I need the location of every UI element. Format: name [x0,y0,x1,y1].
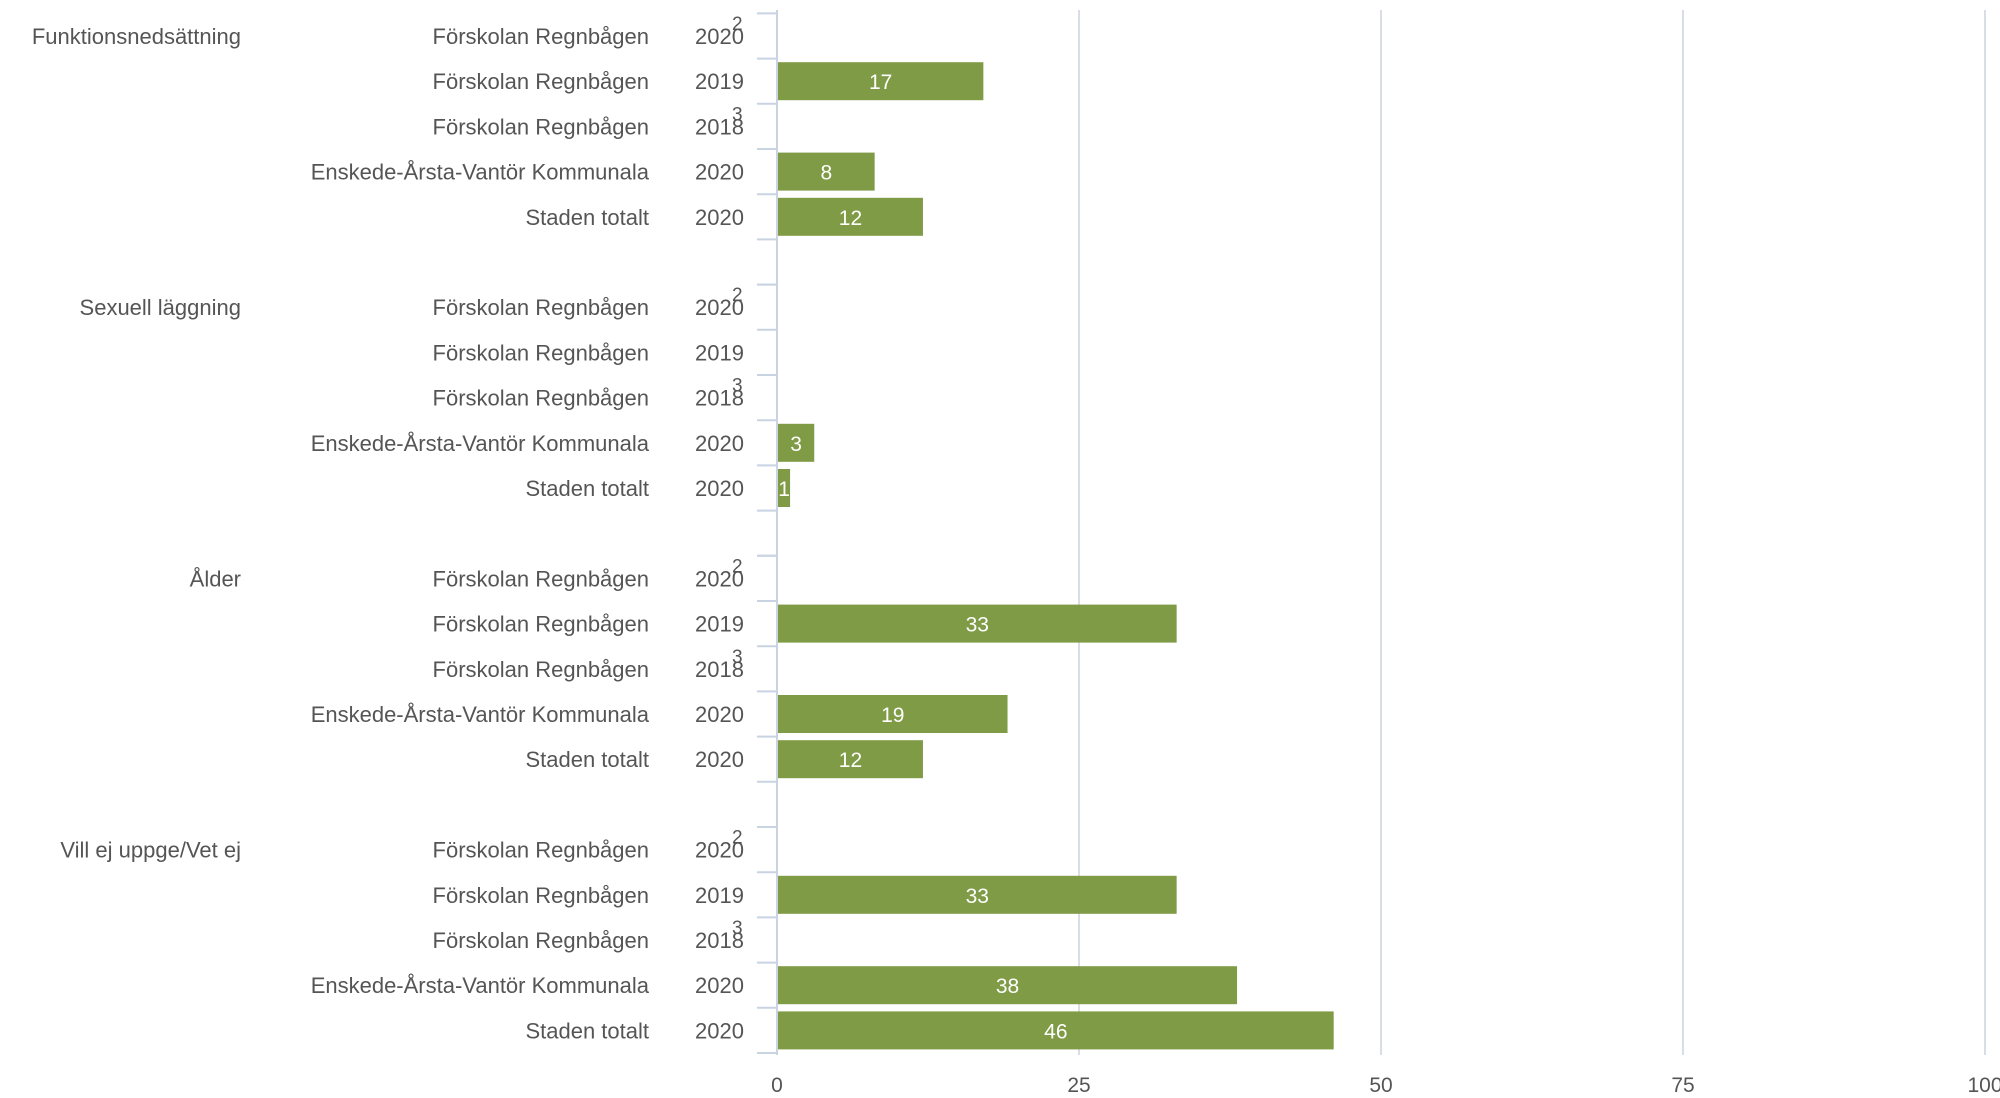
bar-value-label: 12 [839,207,862,230]
category-label: Förskolan Regnbågen [433,566,649,591]
bar [778,966,1238,1005]
year-label: 2020 [695,1018,744,1043]
footnote-marker: 2 [732,285,743,306]
year-label: 2019 [695,612,744,637]
footnote-marker: 2 [732,556,743,577]
bar [778,695,1008,733]
category-label: Förskolan Regnbågen [433,657,649,682]
year-label: 2020 [695,566,744,591]
category-label: Staden totalt [525,205,649,230]
year-label: 2020 [695,205,744,230]
x-tick-label: 100 [1967,1074,2000,1097]
bar [778,469,791,507]
category-label: Förskolan Regnbågen [433,612,649,637]
year-label: 2018 [695,928,744,953]
category-label: Förskolan Regnbågen [433,295,649,320]
x-tick-label: 50 [1369,1074,1392,1097]
year-label: 2020 [695,702,744,727]
bar [778,152,875,191]
year-label: 2018 [695,386,744,411]
category-label: Enskede-Årsta-Vantör Kommunala [311,160,650,185]
year-label: 2020 [695,747,744,772]
bar [778,875,1177,914]
bar-value-label: 33 [966,885,989,908]
category-label: Staden totalt [525,1018,649,1043]
bar [778,604,1177,643]
category-label: Förskolan Regnbågen [433,24,649,49]
bar-value-label: 1 [778,478,790,501]
x-tick-label: 25 [1067,1074,1090,1097]
footnote-marker: 3 [732,376,743,397]
year-label: 2020 [695,295,744,320]
year-label: 2020 [695,838,744,863]
year-label: 2019 [695,69,744,94]
footnote-marker: 3 [732,104,743,125]
year-label: 2018 [695,657,744,682]
category-label: Enskede-Årsta-Vantör Kommunala [311,973,650,998]
category-label: Förskolan Regnbågen [433,883,649,908]
year-label: 2020 [695,476,744,501]
bar-value-label: 19 [881,704,904,727]
year-label: 2018 [695,114,744,139]
bar-value-label: 46 [1044,1020,1067,1043]
footnote-marker: 2 [732,828,743,849]
x-tick-label: 0 [771,1074,783,1097]
category-label: Förskolan Regnbågen [433,114,649,139]
category-label: Förskolan Regnbågen [433,928,649,953]
year-label: 2020 [695,973,744,998]
category-label: Förskolan Regnbågen [433,386,649,411]
x-tick-label: 75 [1671,1074,1694,1097]
bar-value-label: 38 [996,975,1019,998]
group-label: Ålder [190,566,241,591]
bar [778,62,984,101]
footnote-marker: 2 [732,14,743,35]
category-label: Förskolan Regnbågen [433,838,649,863]
bar-value-label: 3 [790,433,802,456]
bar [778,423,815,462]
category-label: Enskede-Årsta-Vantör Kommunala [311,431,650,456]
category-label: Enskede-Årsta-Vantör Kommunala [311,702,650,727]
bar-value-label: 17 [869,71,892,94]
bar [778,1011,1334,1050]
footnote-marker: 3 [732,647,743,668]
category-label: Förskolan Regnbågen [433,69,649,94]
group-label: Sexuell läggning [80,295,241,320]
year-label: 2020 [695,24,744,49]
year-label: 2019 [695,883,744,908]
year-label: 2019 [695,340,744,365]
year-label: 2020 [695,431,744,456]
category-label: Staden totalt [525,476,649,501]
group-label: Funktionsnedsättning [32,24,241,49]
year-label: 2020 [695,160,744,185]
bar-value-label: 33 [966,614,989,637]
category-label: Staden totalt [525,747,649,772]
group-label: Vill ej uppge/Vet ej [60,838,241,863]
bar-value-label: 12 [839,749,862,772]
bar-value-label: 8 [820,162,832,185]
footnote-marker: 3 [732,918,743,939]
bar [778,740,923,779]
bar [778,197,923,236]
category-label: Förskolan Regnbågen [433,340,649,365]
